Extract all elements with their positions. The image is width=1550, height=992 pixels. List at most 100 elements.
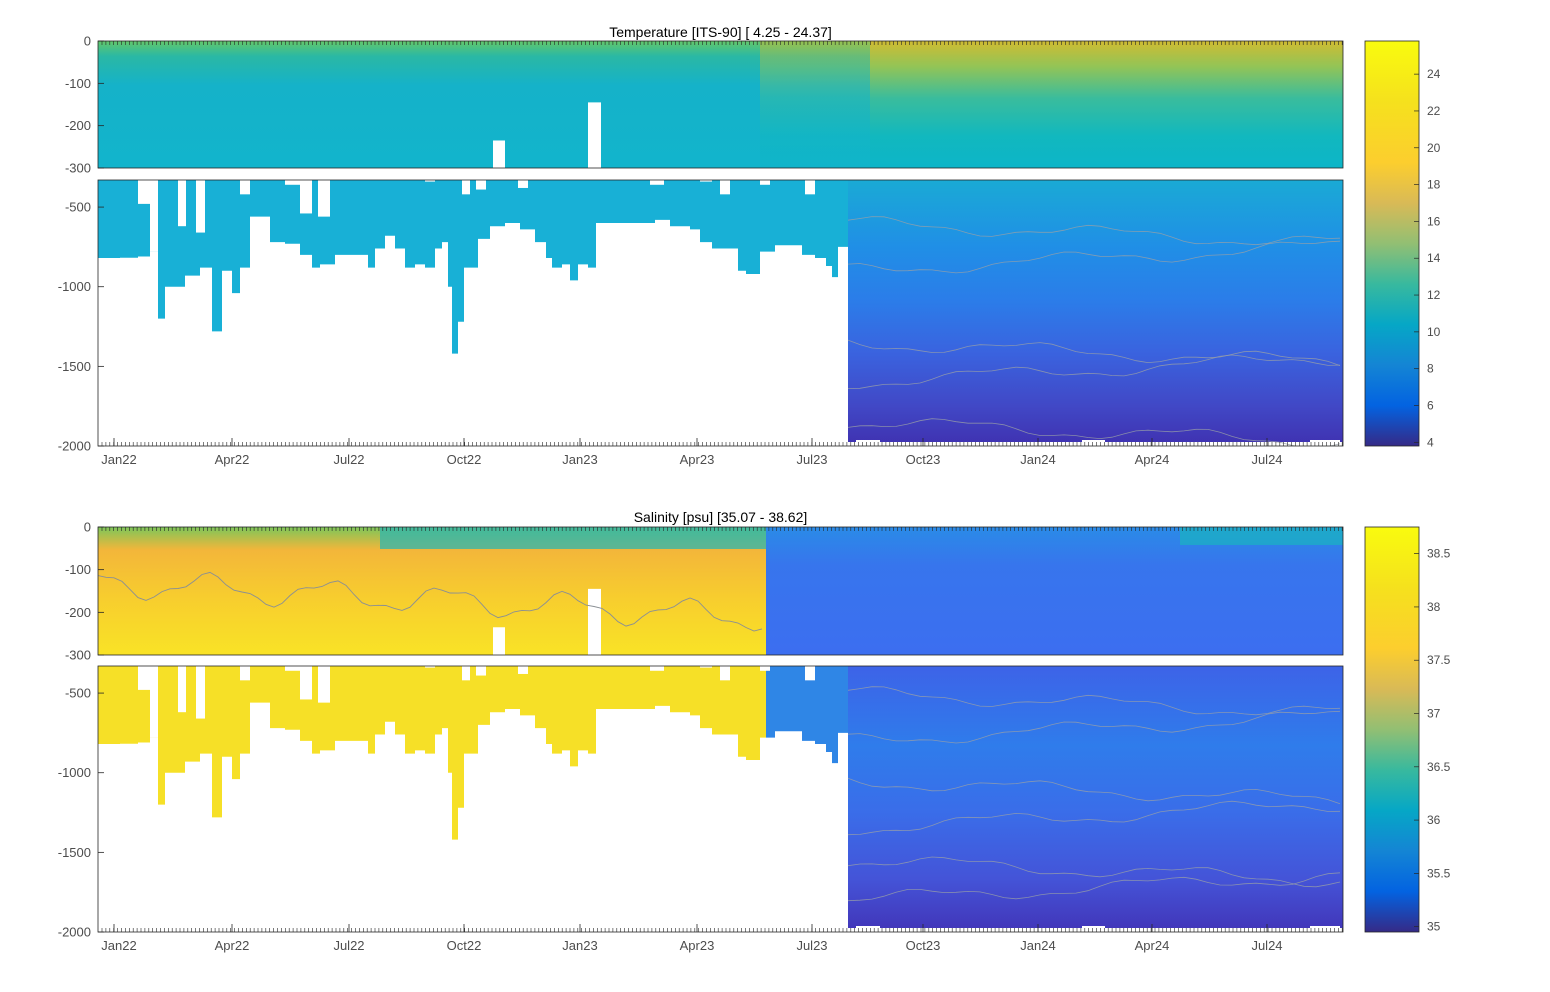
data-gap bbox=[805, 180, 815, 195]
colorbar-tick-label: 14 bbox=[1427, 251, 1441, 265]
lower-field bbox=[98, 180, 1343, 446]
x-tick-label: Oct23 bbox=[906, 452, 941, 467]
x-tick-label: Apr24 bbox=[1135, 452, 1170, 467]
y-tick-label: -300 bbox=[65, 648, 91, 663]
contour-line bbox=[847, 856, 1341, 888]
upper-surface-fresh bbox=[380, 527, 766, 549]
contour-line bbox=[847, 686, 1341, 716]
data-gap bbox=[425, 180, 435, 182]
upper-field bbox=[98, 41, 1343, 168]
lower-field bbox=[98, 666, 1343, 932]
data-gap bbox=[700, 666, 712, 668]
colorbar-tick-label: 18 bbox=[1427, 178, 1441, 192]
y-tick-label: -300 bbox=[65, 161, 91, 176]
x-tick-label: Apr24 bbox=[1135, 938, 1170, 953]
x-tick-label: Oct22 bbox=[447, 938, 482, 953]
data-gap bbox=[700, 180, 712, 182]
y-tick-label: -1500 bbox=[58, 845, 91, 860]
data-gap bbox=[196, 666, 205, 719]
y-tick-label: -1500 bbox=[58, 359, 91, 374]
chart-title: Salinity [psu] [35.07 - 38.62] bbox=[634, 509, 808, 525]
contour-line bbox=[847, 800, 1341, 836]
x-tick-label: Jan23 bbox=[562, 938, 597, 953]
lower-field-late bbox=[848, 180, 1343, 446]
data-gap bbox=[760, 666, 770, 671]
x-tick-label: Jan24 bbox=[1020, 452, 1055, 467]
y-tick-label: -100 bbox=[65, 562, 91, 577]
data-gap bbox=[650, 666, 664, 671]
upper-field-transition bbox=[760, 41, 870, 168]
y-tick-label: 0 bbox=[84, 34, 91, 49]
contour-line bbox=[847, 339, 1341, 366]
data-gap bbox=[318, 180, 330, 217]
y-tick-label: -1000 bbox=[58, 279, 91, 294]
data-gap bbox=[588, 102, 601, 168]
data-gap bbox=[240, 666, 250, 681]
data-gap bbox=[720, 666, 730, 681]
data-gap bbox=[318, 666, 330, 703]
data-gap bbox=[150, 666, 158, 738]
data-gap bbox=[760, 180, 770, 185]
data-gap bbox=[462, 180, 470, 195]
colorbar-tick-label: 38.5 bbox=[1427, 547, 1451, 561]
colorbar-tick-label: 6 bbox=[1427, 399, 1434, 413]
y-tick-label: -2000 bbox=[58, 925, 91, 940]
y-tick-label: -100 bbox=[65, 76, 91, 91]
data-gap bbox=[650, 180, 664, 185]
colorbar-tick-label: 38 bbox=[1427, 600, 1441, 614]
lower-field-late bbox=[848, 666, 1343, 932]
colorbar-tick-label: 37.5 bbox=[1427, 653, 1451, 667]
colorbar-tick-label: 24 bbox=[1427, 67, 1441, 81]
data-gap bbox=[462, 666, 470, 681]
colorbar-tick-label: 22 bbox=[1427, 104, 1441, 118]
x-tick-label: Jan22 bbox=[101, 452, 136, 467]
y-tick-label: -2000 bbox=[58, 439, 91, 454]
x-tick-label: Jul22 bbox=[333, 452, 364, 467]
lower-axes-frame bbox=[97, 665, 1344, 933]
colorbar-tick-label: 35 bbox=[1427, 920, 1441, 934]
x-tick-label: Apr22 bbox=[215, 938, 250, 953]
colorbar bbox=[1364, 526, 1420, 933]
x-tick-label: Jul24 bbox=[1251, 452, 1282, 467]
colorbar-tick-label: 16 bbox=[1427, 214, 1441, 228]
data-gap bbox=[300, 666, 312, 700]
data-gap bbox=[805, 666, 815, 681]
y-tick-label: -200 bbox=[65, 605, 91, 620]
data-gap bbox=[285, 666, 300, 671]
upper-field-late bbox=[766, 527, 1343, 655]
x-tick-label: Jul24 bbox=[1251, 938, 1282, 953]
data-gap bbox=[178, 666, 186, 713]
data-gap bbox=[425, 666, 435, 668]
no-data-region bbox=[98, 702, 848, 932]
y-tick-label: 0 bbox=[84, 520, 91, 535]
y-tick-label: -1000 bbox=[58, 765, 91, 780]
bottom-edge bbox=[848, 442, 1343, 446]
salinity-panel: Salinity [psu] [35.07 - 38.62] Jan22 Apr22… bbox=[58, 509, 1451, 953]
x-tick-label: Jan24 bbox=[1020, 938, 1055, 953]
bottom-edge bbox=[848, 928, 1343, 932]
upper-axes-frame bbox=[97, 526, 1344, 656]
contour-line bbox=[98, 571, 763, 632]
colorbar-tick-label: 4 bbox=[1427, 435, 1434, 449]
colorbar-tick-label: 35.5 bbox=[1427, 866, 1451, 880]
upper-surface-late bbox=[1180, 527, 1343, 545]
data-gap bbox=[518, 666, 528, 674]
colorbar-tick-label: 20 bbox=[1427, 141, 1441, 155]
colorbar-tick-label: 10 bbox=[1427, 325, 1441, 339]
data-gap bbox=[240, 180, 250, 195]
y-tick-label: -500 bbox=[65, 686, 91, 701]
colorbar-tick-label: 36.5 bbox=[1427, 760, 1451, 774]
data-gap bbox=[300, 180, 312, 214]
y-tick-label: -200 bbox=[65, 118, 91, 133]
data-gap bbox=[493, 627, 505, 655]
x-tick-label: Jul23 bbox=[796, 938, 827, 953]
data-gap bbox=[285, 180, 300, 185]
x-tick-label: Oct23 bbox=[906, 938, 941, 953]
data-gap bbox=[518, 180, 528, 188]
colorbar-tick-label: 12 bbox=[1427, 288, 1441, 302]
y-tick-label: -500 bbox=[65, 200, 91, 215]
lower-axes-frame bbox=[97, 179, 1344, 447]
contour-line bbox=[847, 777, 1341, 805]
x-tick-label: Apr23 bbox=[680, 938, 715, 953]
